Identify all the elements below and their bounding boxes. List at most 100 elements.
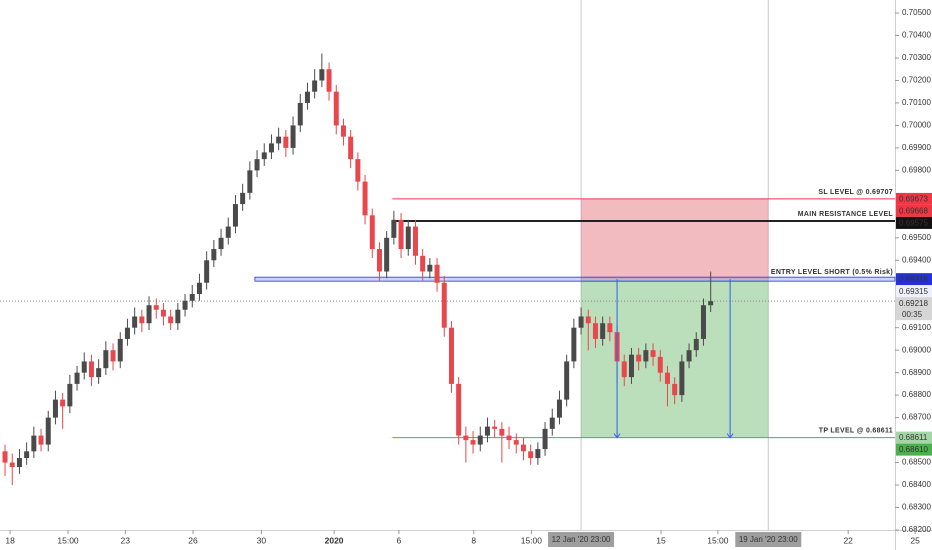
price-badge xyxy=(896,192,932,205)
price-badge-label: 0.68611 xyxy=(899,433,928,442)
candle-body xyxy=(672,383,678,396)
candle-body xyxy=(556,399,562,418)
x-tick-label: 23 xyxy=(121,535,131,545)
level-band xyxy=(254,276,896,282)
candle-body xyxy=(297,102,303,126)
candle-body xyxy=(376,249,382,272)
candle-body xyxy=(679,361,685,396)
candle-body xyxy=(88,361,94,378)
x-tick-label: 22 xyxy=(843,535,853,545)
candle-body xyxy=(110,350,116,362)
candle-body xyxy=(160,309,166,317)
candle-body xyxy=(470,440,476,445)
x-tick-label: 2020 xyxy=(325,535,344,545)
candle-body xyxy=(146,305,152,324)
price-badge-label: 0.69575 xyxy=(899,219,928,228)
y-tick-label: 0.69800 xyxy=(902,165,931,174)
candle-body xyxy=(398,219,404,250)
candle-body xyxy=(564,361,570,400)
candle-body xyxy=(132,316,138,328)
stop-zone xyxy=(581,198,769,280)
price-badge xyxy=(896,443,932,456)
candle-body xyxy=(196,282,202,294)
candle-body xyxy=(535,449,541,459)
y-tick-label: 0.70200 xyxy=(902,76,931,85)
candle-body xyxy=(499,428,505,436)
candle-body xyxy=(621,361,627,378)
y-tick-label: 0.69100 xyxy=(902,323,931,332)
y-tick-label: 0.68700 xyxy=(902,413,931,422)
candle-body xyxy=(31,435,37,452)
candle-body xyxy=(139,316,145,324)
x-tick-label: 8 xyxy=(471,535,476,545)
candle-body xyxy=(333,91,339,126)
candle-body xyxy=(441,282,447,328)
candle-body xyxy=(506,435,512,441)
candle-body xyxy=(45,417,51,445)
y-tick-label: 0.69000 xyxy=(902,345,931,354)
candle-body xyxy=(96,368,102,378)
price-badge-label: 0.69218 xyxy=(899,299,928,308)
candle-body xyxy=(60,399,66,407)
candle-body xyxy=(9,462,15,468)
level-label: SL LEVEL @ 0.69707 xyxy=(818,189,893,196)
candle-body xyxy=(355,159,361,182)
y-tick-label: 0.68300 xyxy=(902,503,931,512)
candle-body xyxy=(427,264,433,272)
candle-body xyxy=(319,69,325,81)
level-label: MAIN RESISTANCE LEVEL xyxy=(798,211,894,218)
y-tick-label: 0.70100 xyxy=(902,98,931,107)
candle-body xyxy=(268,143,274,153)
x-tick-label: 6 xyxy=(397,535,402,545)
candle-body xyxy=(434,264,440,283)
candle-body xyxy=(636,354,642,362)
candle-body xyxy=(484,426,490,436)
time-marker-badge xyxy=(735,532,802,547)
y-tick-label: 0.70000 xyxy=(902,121,931,130)
candle-body xyxy=(542,428,548,450)
candle-body xyxy=(405,226,411,250)
y-tick-label: 0.68400 xyxy=(902,480,931,489)
candle-body xyxy=(340,125,346,137)
x-tick-label: 15:00 xyxy=(57,535,79,545)
price-badge xyxy=(896,285,932,298)
time-marker-label: 19 Jan '20 23:00 xyxy=(739,535,798,544)
candle-body xyxy=(362,181,368,216)
candle-body xyxy=(304,91,310,103)
candle-body xyxy=(326,69,332,92)
candle-body xyxy=(312,80,318,92)
y-tick-label: 0.70300 xyxy=(902,53,931,62)
arrow-head xyxy=(613,433,621,439)
candle-body xyxy=(369,215,375,250)
candle-body xyxy=(38,435,44,445)
candle-body xyxy=(153,305,159,310)
candle-body xyxy=(283,136,289,148)
candle-body xyxy=(247,170,253,193)
candle-body xyxy=(254,159,260,171)
candle-body xyxy=(225,226,231,238)
candle-body xyxy=(578,316,584,328)
level-label: TP LEVEL @ 0.68611 xyxy=(819,427,893,434)
time-marker-badge xyxy=(548,532,615,547)
candle-body xyxy=(52,399,58,418)
candle-body xyxy=(74,372,80,384)
price-badge-label: 0.69668 xyxy=(899,207,928,216)
candle-body xyxy=(412,226,418,256)
candle-body xyxy=(67,383,73,407)
x-tick-label: 30 xyxy=(257,535,267,545)
y-tick-label: 0.68900 xyxy=(902,368,931,377)
y-tick-label: 0.69400 xyxy=(902,255,931,264)
countdown-label: 00:35 xyxy=(902,310,923,319)
candle-body xyxy=(348,136,354,160)
candle-body xyxy=(520,444,526,452)
arrow-head xyxy=(726,433,734,439)
x-tick-label: 15:00 xyxy=(521,535,543,545)
candle-body xyxy=(232,204,238,227)
candle-body xyxy=(585,316,591,324)
x-tick-label: 15 xyxy=(656,535,666,545)
candle-body xyxy=(456,383,462,436)
candle-body xyxy=(528,451,534,459)
candle-body xyxy=(218,237,224,250)
x-tick-label: 18 xyxy=(5,535,15,545)
